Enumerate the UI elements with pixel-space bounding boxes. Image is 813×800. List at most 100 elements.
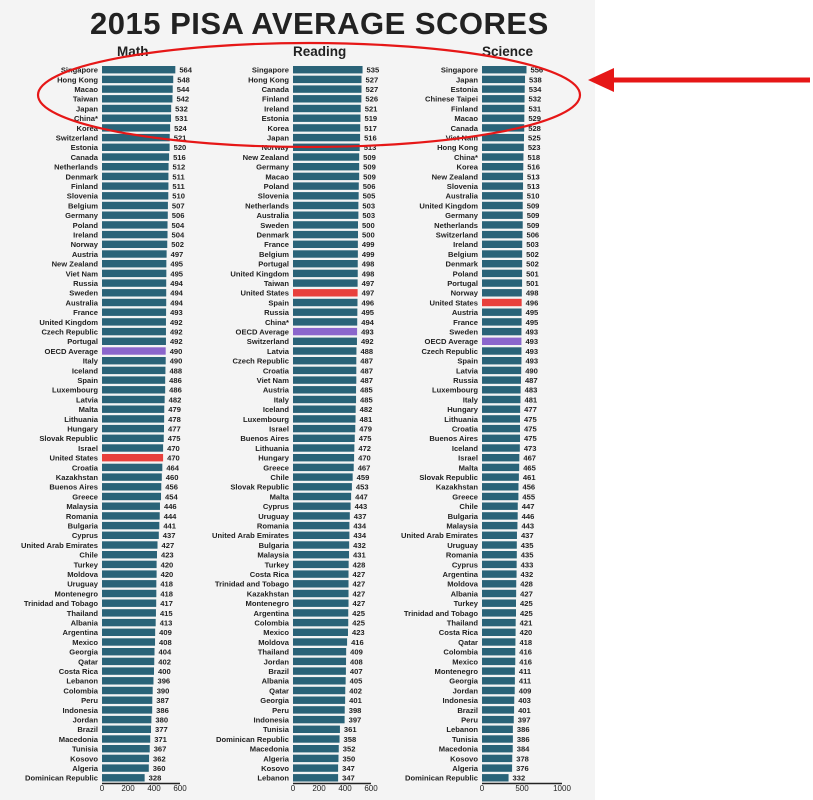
science-bar-indonesia [482,697,514,704]
math-value-kazakhstan: 460 [166,473,179,482]
science-value-latvia: 490 [525,366,538,375]
science-value-bulgaria: 446 [522,512,535,521]
math-label-denmark: Denmark [66,172,99,181]
math-bar-australia [102,299,166,306]
reading-label-france: France [264,240,289,249]
science-label-belgium: Belgium [448,250,478,259]
science-value-japan: 538 [529,75,542,84]
science-bar-belgium [482,250,522,257]
math-bar-thailand [102,609,156,616]
science-bar-albania [482,590,516,597]
math-value-jordan: 380 [155,716,168,725]
science-label-france: France [453,318,478,327]
math-value-hungary: 477 [168,425,181,434]
science-bar-hungary [482,406,520,413]
science-bar-hong-kong [482,144,524,151]
reading-value-qatar: 402 [349,686,362,695]
reading-label-new-zealand: New Zealand [243,153,290,162]
math-label-italy: Italy [83,357,99,366]
science-label-ireland: Ireland [453,240,478,249]
science-bar-germany [482,212,523,219]
science-bar-macao [482,115,524,122]
reading-value-trinidad-and-tobago: 427 [353,580,366,589]
math-value-sweden: 494 [170,289,183,298]
math-value-poland: 504 [172,221,185,230]
science-value-poland: 501 [526,269,539,278]
reading-bar-oecd-average [293,328,357,335]
math-bar-ireland [102,231,168,238]
math-bar-trinidad-and-tobago [102,600,156,607]
science-value-romania: 435 [521,551,534,560]
science-bar-buenos-aires [482,435,520,442]
science-label-macao: Macao [454,114,478,123]
science-bar-croatia [482,425,520,432]
math-bar-denmark [102,173,168,180]
math-value-lebanon: 396 [157,677,170,686]
science-label-chinese-taipei: Chinese Taipei [425,95,478,104]
math-label-jordan: Jordan [73,716,99,725]
science-value-denmark: 502 [526,260,539,269]
science-value-moldova: 428 [520,580,533,589]
math-value-tunisia: 367 [154,745,167,754]
science-value-hungary: 477 [524,405,537,414]
reading-tick-600: 600 [364,784,378,793]
science-label-czech-republic: Czech Republic [421,347,478,356]
math-bar-romania [102,512,160,519]
science-bar-italy [482,396,520,403]
science-label-dominican-republic: Dominican Republic [405,774,478,783]
science-bar-estonia [482,85,525,92]
science-tick-0: 0 [480,784,485,793]
science-label-cyprus: Cyprus [452,560,478,569]
science-value-uruguay: 435 [521,541,534,550]
math-label-bulgaria: Bulgaria [68,522,99,531]
reading-bar-japan [293,134,360,141]
science-bar-chile [482,503,518,510]
reading-value-macedonia: 352 [343,745,356,754]
reading-bar-finland [293,95,361,102]
reading-value-montenegro: 427 [353,599,366,608]
math-bar-georgia [102,648,155,655]
science-bar-tunisia [482,735,513,742]
science-bar-korea [482,163,523,170]
reading-panel: ReadingSingapore 535Hong Kong 527Canada 527… [212,44,380,793]
math-label-turkey: Turkey [74,560,99,569]
reading-label-canada: Canada [262,85,290,94]
science-label-united-kingdom: United Kingdom [419,201,478,210]
science-bar-uruguay [482,541,517,548]
reading-value-georgia: 401 [349,696,362,705]
reading-bar-greece [293,464,354,471]
reading-value-mexico: 423 [352,628,365,637]
science-bar-ireland [482,241,522,248]
science-value-china: 518 [527,153,540,162]
math-label-moldova: Moldova [67,570,99,579]
reading-bar-jordan [293,658,346,665]
science-label-tunisia: Tunisia [452,735,479,744]
math-label-norway: Norway [71,240,99,249]
reading-label-ireland: Ireland [264,104,289,113]
math-label-georgia: Georgia [69,648,98,657]
science-bar-australia [482,192,523,199]
science-bar-jordan [482,687,515,694]
math-bar-united-arab-emirates [102,541,158,548]
reading-label-italy: Italy [274,395,290,404]
math-value-china: 531 [175,114,188,123]
science-bar-algeria [482,764,512,771]
science-value-australia: 510 [527,192,540,201]
math-value-estonia: 520 [174,143,187,152]
math-bar-cyprus [102,532,159,539]
math-label-kazakhstan: Kazakhstan [56,473,99,482]
reading-bar-albania [293,677,346,684]
science-value-united-arab-emirates: 437 [521,531,534,540]
reading-bar-macedonia [293,745,339,752]
arrow-head-icon [588,68,614,92]
math-label-greece: Greece [72,492,98,501]
math-label-hong-kong: Hong Kong [57,75,98,84]
reading-label-indonesia: Indonesia [254,716,290,725]
reading-value-bulgaria: 432 [353,541,366,550]
math-value-united-arab-emirates: 427 [162,541,175,550]
reading-value-taiwan: 497 [362,279,375,288]
math-value-chile: 423 [161,551,174,560]
science-label-trinidad-and-tobago: Trinidad and Tobago [404,609,478,618]
science-bar-austria [482,309,522,316]
science-value-turkey: 425 [520,599,533,608]
